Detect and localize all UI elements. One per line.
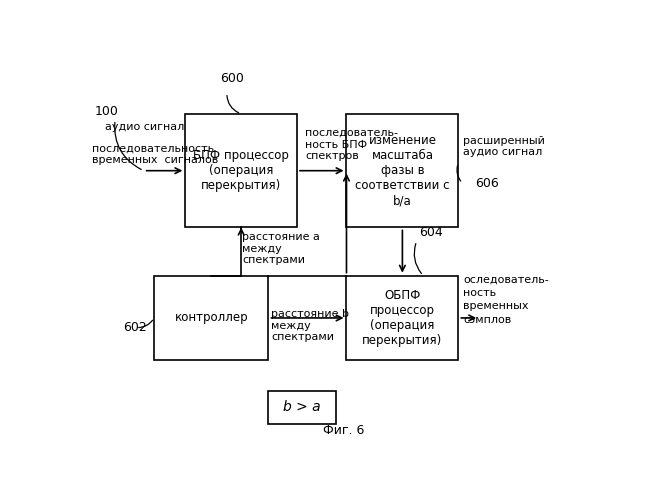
Text: расширенный: расширенный — [464, 136, 546, 146]
Text: 602: 602 — [123, 321, 147, 334]
Text: аудио сигнал: аудио сигнал — [464, 148, 543, 158]
Text: 100: 100 — [94, 106, 118, 118]
Text: спектрами: спектрами — [242, 255, 305, 265]
Text: БПФ процессор
(операция
перекрытия): БПФ процессор (операция перекрытия) — [193, 149, 289, 192]
Bar — [346, 276, 458, 360]
Text: спектров: спектров — [305, 151, 358, 161]
Bar — [346, 114, 458, 228]
Text: между: между — [271, 320, 311, 330]
Text: изменение
масштаба
фазы в
соответствии с
b/a: изменение масштаба фазы в соответствии с… — [355, 134, 450, 207]
Text: последовательность: последовательность — [92, 144, 214, 154]
Text: аудио сигнал: аудио сигнал — [105, 122, 184, 132]
Bar — [268, 391, 336, 424]
Text: Фиг. 6: Фиг. 6 — [323, 424, 364, 438]
Bar — [185, 114, 297, 228]
Text: между: между — [242, 244, 282, 254]
Text: сэмплов: сэмплов — [464, 315, 512, 325]
Text: ность БПФ: ность БПФ — [305, 140, 367, 149]
Text: оследователь-: оследователь- — [464, 274, 550, 284]
Text: ОБПФ
процессор
(операция
перекрытия): ОБПФ процессор (операция перекрытия) — [362, 289, 442, 347]
Text: ность: ность — [464, 288, 497, 298]
Text: расстояние b: расстояние b — [271, 309, 349, 319]
Text: спектрами: спектрами — [271, 332, 334, 342]
Text: контроллер: контроллер — [174, 312, 248, 324]
Bar — [154, 276, 268, 360]
Text: b > a: b > a — [283, 400, 321, 414]
Text: временных  сигналов: временных сигналов — [92, 155, 218, 165]
Text: 600: 600 — [220, 72, 244, 85]
Text: расстояние a: расстояние a — [242, 232, 320, 242]
Text: временных: временных — [464, 302, 529, 312]
Text: последователь-: последователь- — [305, 128, 398, 138]
Text: 604: 604 — [419, 226, 443, 239]
Text: 606: 606 — [476, 176, 499, 190]
